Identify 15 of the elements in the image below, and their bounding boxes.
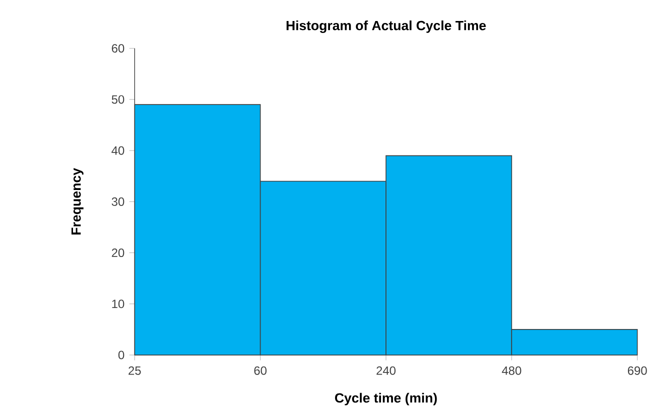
y-tick-label: 60 — [112, 44, 124, 53]
x-axis-title: Cycle time (min) — [335, 392, 437, 406]
text: 60 — [254, 366, 267, 376]
y-tick-label: 0 — [118, 350, 124, 360]
chart-title: Histogram of Actual Cycle Time — [286, 20, 486, 34]
y-axis-title: Frequency — [72, 168, 84, 235]
y-tick-label: 40 — [112, 146, 124, 155]
y-tick-label: 30 — [112, 198, 124, 206]
y-tick-label: 10 — [112, 300, 124, 308]
y-tick-label: 50 — [112, 95, 124, 104]
y-tick-label: 20 — [112, 248, 124, 258]
text: 690 — [628, 366, 647, 376]
text: 25 — [128, 366, 141, 376]
text: 240 — [376, 366, 396, 376]
text: 480 — [502, 366, 522, 376]
